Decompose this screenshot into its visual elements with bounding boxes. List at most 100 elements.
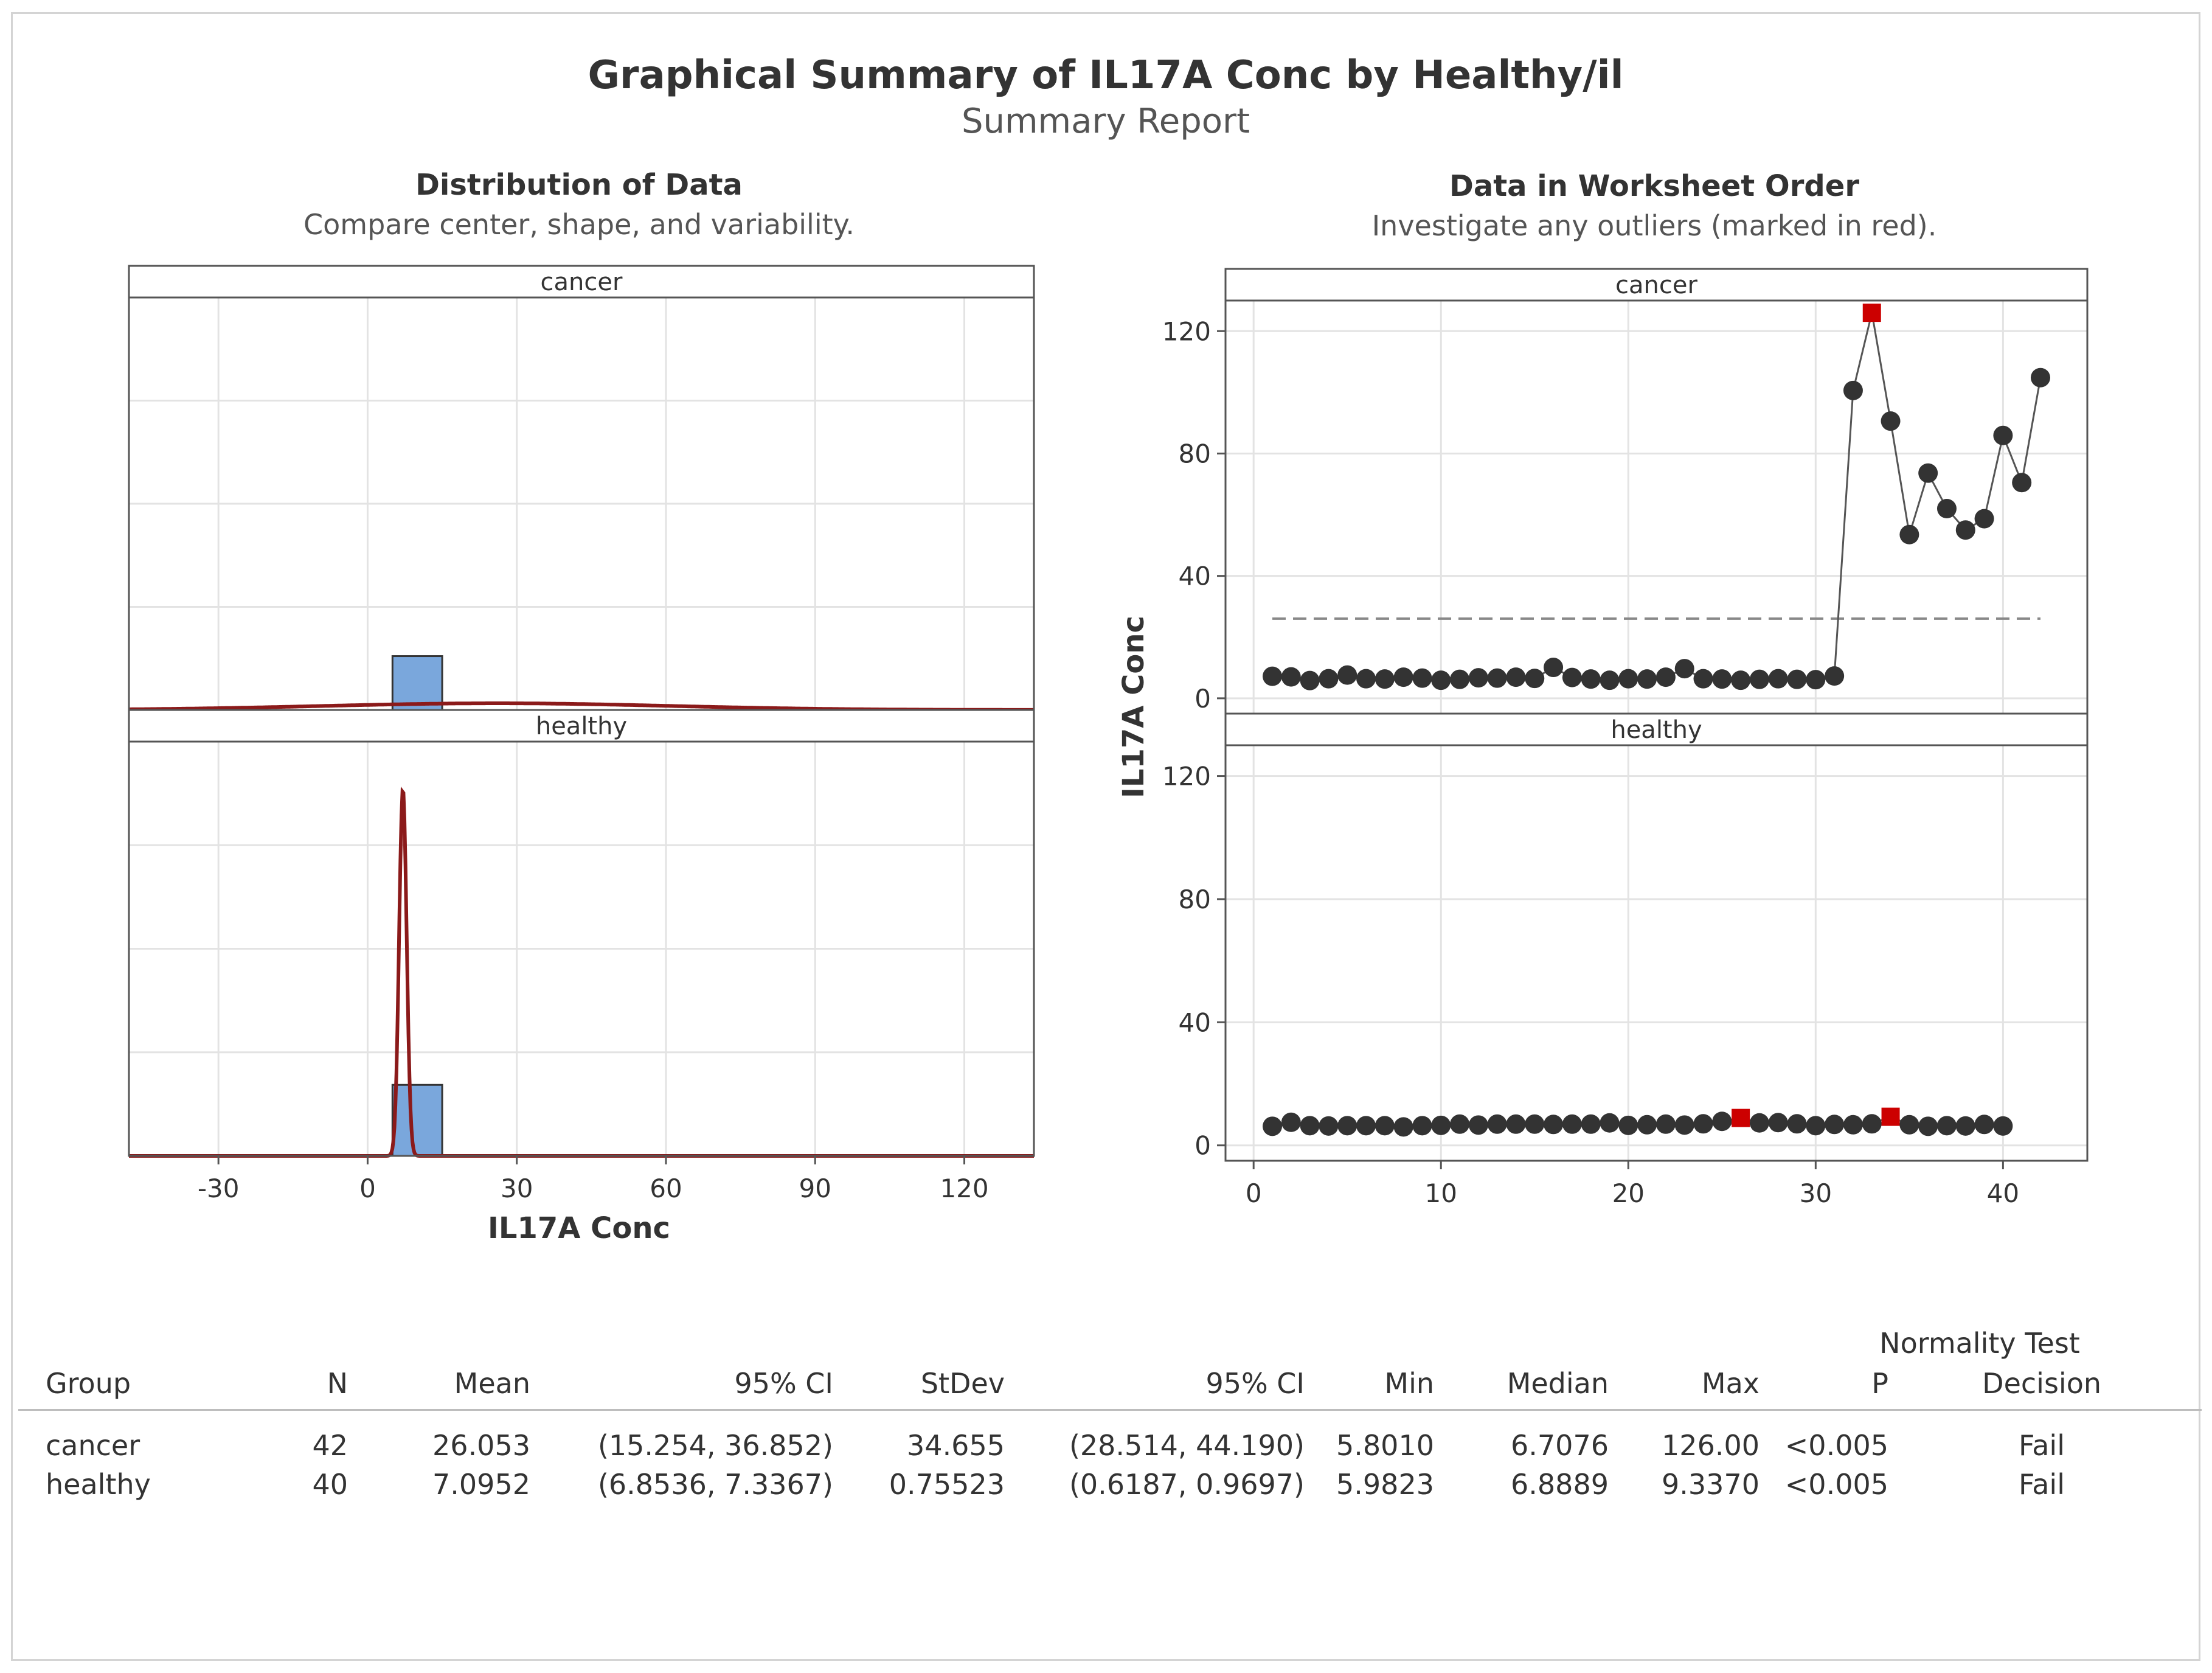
data-point (1955, 520, 1975, 540)
data-point (1544, 658, 1564, 678)
data-point (1356, 1116, 1376, 1136)
panel-label-cancer: cancer (1615, 271, 1697, 299)
y-tick-label: 40 (1179, 1007, 1211, 1037)
panel-header (128, 265, 1035, 299)
stats-header-divider (18, 1409, 2202, 1411)
row-healthy-min: 5.9823 (1336, 1468, 1434, 1501)
data-point (1843, 1115, 1863, 1135)
data-point (1319, 1116, 1339, 1136)
x-tick-label: 30 (501, 1174, 533, 1203)
data-point (1618, 1115, 1638, 1135)
y-tick-label: 40 (1179, 562, 1211, 591)
data-point (1300, 670, 1320, 690)
data-point (1450, 669, 1470, 689)
col-decision: Decision (1982, 1367, 2101, 1400)
data-point (1899, 524, 1919, 544)
data-point (1693, 669, 1713, 689)
x-tick-label: 20 (1612, 1178, 1645, 1208)
panel-frame (128, 265, 1035, 711)
data-point (1936, 499, 1957, 519)
series-line (1272, 312, 2042, 682)
data-point (1843, 380, 1863, 400)
order-subtitle: Investigate any outliers (marked in red)… (1372, 209, 1937, 242)
data-point (1806, 1116, 1826, 1136)
distribution-x-axis-label: IL17A Conc (488, 1211, 670, 1245)
data-point (1487, 668, 1507, 688)
data-point (1468, 668, 1488, 688)
data-point (1375, 1116, 1395, 1136)
row-healthy-mean-ci: (6.8536, 7.3367) (597, 1468, 833, 1501)
data-point (1562, 1114, 1582, 1134)
row-cancer-mean-ci: (15.254, 36.852) (597, 1429, 833, 1462)
y-tick-label: 80 (1179, 885, 1211, 914)
x-tick-label: 60 (650, 1174, 682, 1203)
data-point (1806, 670, 1826, 690)
data-point (1712, 1111, 1732, 1132)
y-tick-label: 80 (1179, 439, 1211, 468)
col-min: Min (1384, 1367, 1434, 1400)
panel-frame (1224, 712, 2089, 1162)
data-point (1749, 669, 1769, 689)
data-point (1674, 1115, 1694, 1135)
data-point (1263, 1116, 1283, 1136)
outlier-point (1732, 1108, 1750, 1127)
data-point (1656, 667, 1676, 687)
data-point (1581, 1114, 1601, 1134)
panel-label-healthy: healthy (536, 712, 627, 740)
data-point (1825, 666, 1845, 686)
col-n: N (327, 1367, 348, 1400)
data-point (1974, 1115, 1994, 1135)
outlier-point (1881, 1107, 1900, 1126)
data-point (1337, 665, 1357, 685)
y-tick-label: 0 (1194, 684, 1211, 714)
report-subtitle: Summary Report (962, 102, 1250, 141)
statistics-table: Normality Test Group N Mean 95% CI StDev… (0, 1308, 2212, 1539)
x-tick-label: 90 (799, 1174, 831, 1203)
row-cancer-mean: 26.053 (432, 1429, 530, 1462)
data-point (1487, 1114, 1507, 1134)
data-point (1450, 1114, 1470, 1134)
data-point (1431, 670, 1451, 690)
data-point (1899, 1115, 1919, 1135)
worksheet-order-chart: cancer 0 40 80 120 healthy 0 40 80 120 0 10 20 30 40 (1162, 268, 2089, 1208)
normal-curve (129, 701, 1034, 712)
x-tick-label: 120 (940, 1174, 988, 1203)
panel-frame (1224, 268, 2089, 715)
report-frame (11, 12, 2200, 1661)
row-healthy-n: 40 (312, 1468, 348, 1501)
data-point (1618, 669, 1638, 689)
panel-frame (128, 709, 1035, 1157)
data-point (1974, 509, 1994, 529)
data-point (1936, 1116, 1957, 1136)
y-tick-label: 0 (1194, 1131, 1211, 1161)
data-point (1600, 670, 1620, 690)
row-cancer-p: <0.005 (1784, 1429, 1888, 1462)
panel-label-healthy: healthy (1610, 716, 1702, 744)
row-healthy-decision: Fail (2019, 1468, 2065, 1501)
data-point (1506, 1114, 1526, 1134)
x-tick-label: 40 (1987, 1178, 2019, 1208)
data-point (1525, 669, 1545, 689)
data-point (1281, 667, 1301, 687)
normality-test-header: Normality Test (1879, 1327, 2080, 1360)
row-healthy-max: 9.3370 (1662, 1468, 1760, 1501)
x-tick-label: 0 (359, 1174, 376, 1203)
data-point (1881, 411, 1901, 431)
data-point (1281, 1112, 1301, 1132)
row-cancer-group: cancer (46, 1429, 140, 1462)
col-mean: Mean (454, 1367, 530, 1400)
row-cancer-max: 126.00 (1662, 1429, 1760, 1462)
report-title: Graphical Summary of IL17A Conc by Healt… (588, 53, 1623, 98)
col-stdev-ci: 95% CI (1205, 1367, 1305, 1400)
data-point (1412, 668, 1432, 688)
data-point (1768, 1113, 1788, 1133)
row-cancer-decision: Fail (2019, 1429, 2065, 1462)
data-point (1393, 667, 1413, 687)
data-point (1319, 669, 1339, 689)
data-point (1525, 1114, 1545, 1134)
row-healthy-p: <0.005 (1784, 1468, 1888, 1501)
histogram-bar (391, 655, 443, 711)
x-tick-label: 30 (1800, 1178, 1832, 1208)
row-healthy-group: healthy (46, 1468, 151, 1501)
row-cancer-median: 6.7076 (1511, 1429, 1609, 1462)
